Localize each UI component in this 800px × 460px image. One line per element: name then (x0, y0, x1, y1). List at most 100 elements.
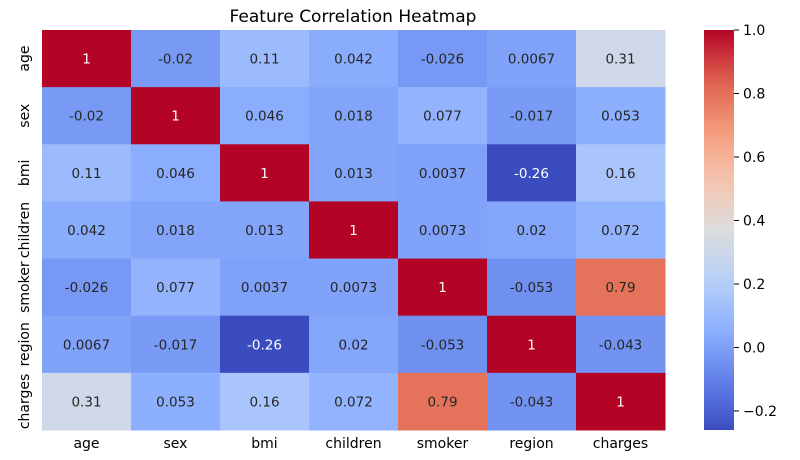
cell-value-label: 0.018 (334, 109, 373, 125)
heatmap-cell (398, 258, 488, 317)
heatmap-cell (131, 201, 221, 260)
heatmap-cell (220, 30, 310, 88)
cell-value-label: 0.072 (334, 394, 373, 410)
x-tick-label: age (73, 436, 99, 452)
heatmap-cell (576, 201, 666, 260)
cell-value-label: 0.042 (334, 52, 373, 68)
heatmap-cell (131, 30, 221, 88)
x-tick-label: bmi (251, 436, 277, 452)
cell-value-label: 1 (82, 52, 91, 68)
x-axis-ticks: age sex bmi children smoker region charges (73, 436, 648, 452)
x-tick-label: charges (593, 436, 648, 452)
colorbar-ticks: 1.0 0.8 0.6 0.4 0.2 0.0 −0.2 (734, 23, 777, 420)
cell-value-label: -0.02 (69, 109, 104, 125)
heatmap-cell (131, 372, 221, 431)
heatmap-cell (576, 315, 666, 374)
cell-value-label: 0.0073 (330, 280, 377, 296)
heatmap-cell (576, 30, 666, 88)
heatmap-cell (309, 258, 399, 317)
cell-value-label: 0.02 (338, 337, 368, 353)
cell-value-label: 1 (527, 337, 536, 353)
cell-value-label: 0.046 (245, 109, 284, 125)
y-tick-label: charges (17, 374, 33, 429)
heatmap-cell (309, 201, 399, 260)
colorbar-tick-label: −0.2 (743, 404, 777, 420)
cell-value-label: 1 (171, 109, 180, 125)
cell-value-label: 0.0067 (63, 337, 110, 353)
heatmap-cell (42, 144, 132, 202)
cell-value-label: -0.017 (154, 337, 198, 353)
heatmap-cell (309, 315, 399, 374)
heatmap-cell (131, 315, 221, 374)
cell-value-label: 0.02 (516, 223, 546, 239)
heatmap-cell (309, 144, 399, 202)
colorbar-tick-label: 0.0 (743, 340, 765, 356)
heatmap-cell-labels: 1 -0.02 0.11 0.042 -0.026 0.0067 0.31 -0.02 1 0.0… (63, 52, 642, 411)
heatmap-cell (398, 87, 488, 145)
y-tick-label: bmi (17, 160, 33, 186)
heatmap-cell (42, 201, 132, 260)
cell-value-label: 0.11 (71, 166, 101, 182)
heatmap-cell (487, 30, 577, 88)
colorbar-tick-label: 1.0 (743, 23, 765, 39)
x-tick-label: sex (164, 436, 188, 452)
chart-title: Feature Correlation Heatmap (230, 7, 477, 27)
heatmap-cell (487, 372, 577, 431)
heatmap-cell (131, 144, 221, 202)
colorbar-tick-label: 0.4 (743, 213, 765, 229)
cell-value-label: -0.017 (510, 109, 554, 125)
heatmap-cell (131, 87, 221, 145)
cell-value-label: 0.79 (605, 280, 635, 296)
heatmap-cell (220, 201, 310, 260)
cell-value-label: 0.042 (67, 223, 106, 239)
heatmap-cell (487, 144, 577, 202)
cell-value-label: 0.046 (156, 166, 195, 182)
cell-value-label: 0.077 (156, 280, 195, 296)
y-tick-label: age (17, 46, 33, 72)
cell-value-label: -0.053 (421, 337, 465, 353)
heatmap-cell (42, 258, 132, 317)
cell-value-label: -0.043 (599, 337, 643, 353)
cell-value-label: 0.077 (423, 109, 462, 125)
heatmap-cell (42, 372, 132, 431)
heatmap-cell (309, 87, 399, 145)
heatmap-cell (487, 258, 577, 317)
cell-value-label: 0.16 (249, 394, 279, 410)
cell-value-label: 0.013 (334, 166, 373, 182)
heatmap-cell (42, 315, 132, 374)
heatmap-cell (309, 30, 399, 88)
cell-value-label: 0.31 (605, 52, 635, 68)
cell-value-label: 0.31 (71, 394, 101, 410)
heatmap-cell (131, 258, 221, 317)
colorbar-tick-label: 0.2 (743, 277, 765, 293)
cell-value-label: 1 (260, 166, 269, 182)
heatmap-cell (487, 87, 577, 145)
cell-value-label: 1 (349, 223, 358, 239)
colorbar-tick-label: 0.8 (743, 86, 765, 102)
cell-value-label: -0.026 (421, 52, 465, 68)
heatmap-cell (42, 30, 132, 88)
x-tick-label: children (325, 436, 381, 452)
cell-value-label: -0.043 (510, 394, 554, 410)
heatmap-cell (576, 144, 666, 202)
heatmap-cell (576, 87, 666, 145)
cell-value-label: 0.79 (427, 394, 457, 410)
cell-value-label: -0.026 (65, 280, 109, 296)
cell-value-label: 0.053 (156, 394, 195, 410)
cell-value-label: 0.053 (601, 109, 640, 125)
heatmap-cell (398, 30, 488, 88)
heatmap-cell (220, 315, 310, 374)
cell-value-label: 1 (438, 280, 447, 296)
heatmap-cell (398, 201, 488, 260)
heatmap-cell (576, 258, 666, 317)
heatmap-cell (220, 372, 310, 431)
cell-value-label: 0.0073 (419, 223, 466, 239)
heatmap-cells (42, 30, 666, 431)
cell-value-label: 0.0037 (419, 166, 466, 182)
y-tick-label: region (17, 322, 33, 366)
cell-value-label: 1 (616, 394, 625, 410)
heatmap-cell (487, 201, 577, 260)
cell-value-label: -0.26 (514, 166, 549, 182)
heatmap-cell (398, 315, 488, 374)
